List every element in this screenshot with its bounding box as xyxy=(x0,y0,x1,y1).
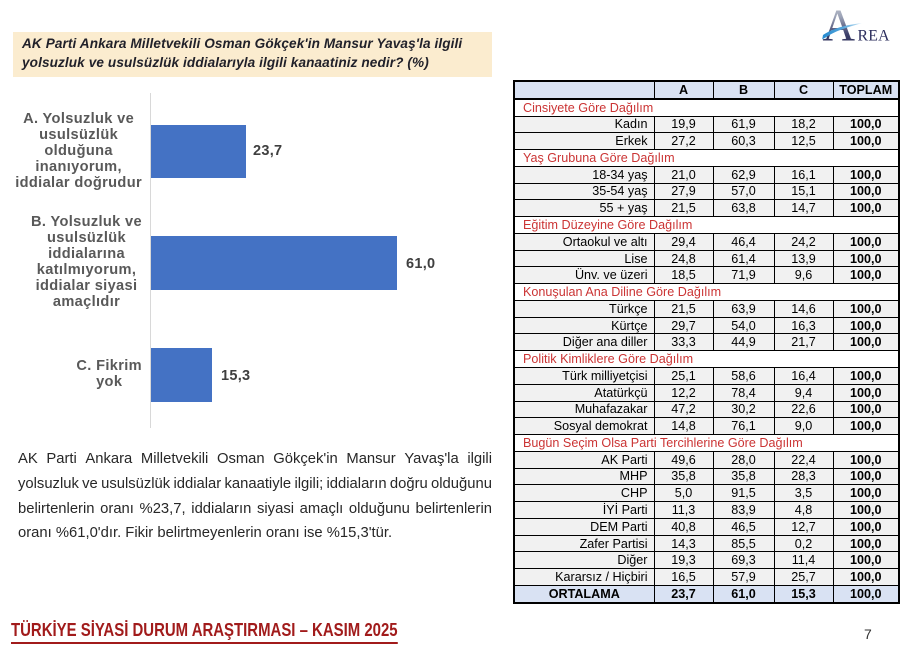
svg-text:REA: REA xyxy=(858,28,891,44)
